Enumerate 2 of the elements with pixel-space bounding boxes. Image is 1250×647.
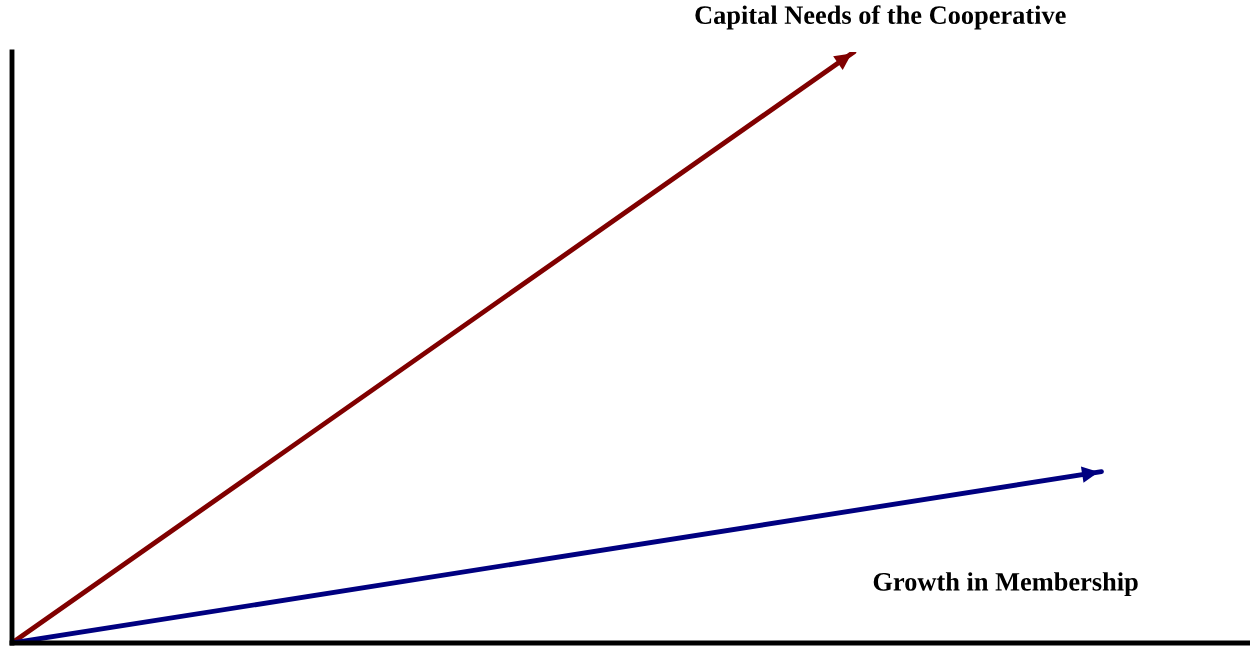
series-label: Capital Needs of the Cooperative <box>695 5 1066 30</box>
text: Growth in Membership <box>873 572 1138 597</box>
